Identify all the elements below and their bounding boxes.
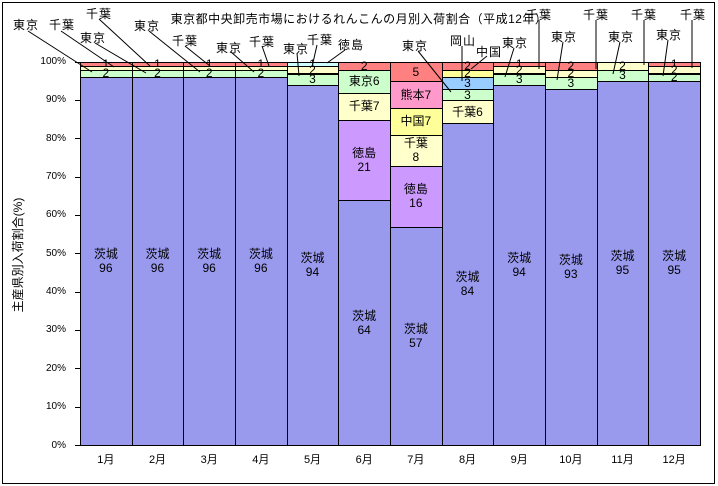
y-tick-mark xyxy=(75,99,80,101)
bar-segment-2月-茨城 xyxy=(131,77,185,447)
x-tick-label: 12月 xyxy=(662,454,686,466)
y-tick-label: 10% xyxy=(45,401,66,413)
y-tick-label: 20% xyxy=(45,362,66,374)
callout-label-千葉: 千葉 xyxy=(86,7,113,21)
bar-segment-3月-茨城 xyxy=(183,77,236,447)
y-tick-label: 50% xyxy=(45,247,66,259)
callout-label-千葉: 千葉 xyxy=(307,33,334,47)
y-tick-mark xyxy=(75,368,80,370)
callout-label-東京: 東京 xyxy=(80,31,107,45)
callout-label-東京: 東京 xyxy=(13,18,40,32)
y-tick-label: 0% xyxy=(51,439,66,451)
x-tick-label: 6月 xyxy=(355,454,373,466)
chart-title: 東京都中央卸売市場におけるれんこんの月別入荷割合（平成12年） xyxy=(170,12,548,26)
x-tick-label: 7月 xyxy=(407,454,425,466)
y-tick-mark xyxy=(75,214,80,216)
bar-segment-6月-東京 xyxy=(338,69,391,94)
y-tick-label: 30% xyxy=(45,324,66,336)
y-tick-mark xyxy=(75,176,80,178)
y-tick-label: 40% xyxy=(45,286,66,298)
bar-segment-6月-徳島 xyxy=(338,119,391,202)
bar-segment-8月-茨城 xyxy=(441,123,495,447)
y-tick-mark xyxy=(75,329,80,331)
callout-label-千葉: 千葉 xyxy=(526,8,553,22)
y-tick-mark xyxy=(75,253,80,255)
callout-label-千葉: 千葉 xyxy=(583,8,610,22)
callout-label-東京: 東京 xyxy=(656,28,683,42)
x-tick-label: 8月 xyxy=(458,454,477,466)
bar-segment-7月-中国 xyxy=(390,108,443,136)
callout-label-徳島: 徳島 xyxy=(338,38,365,52)
bar-segment-9月-茨城 xyxy=(493,85,546,447)
bar-segment-7月-徳島 xyxy=(390,165,443,228)
bar-segment-7月-熊本 xyxy=(390,81,443,110)
bar-segment-6月-千葉 xyxy=(338,92,391,121)
y-tick-mark xyxy=(75,291,80,293)
bar-segment-7月-other xyxy=(390,62,443,83)
callout-label-東京: 東京 xyxy=(502,36,529,50)
x-tick-label: 5月 xyxy=(303,454,322,466)
y-tick-mark xyxy=(75,406,80,408)
bar-segment-11月-茨城 xyxy=(596,81,650,447)
callout-label-東京: 東京 xyxy=(608,30,635,44)
x-tick-label: 10月 xyxy=(559,454,583,466)
callout-label-千葉: 千葉 xyxy=(172,34,199,48)
callout-label-岡山: 岡山 xyxy=(450,34,477,48)
callout-label-千葉: 千葉 xyxy=(249,35,276,49)
bar-segment-7月-千葉 xyxy=(390,134,443,167)
callout-label-東京: 東京 xyxy=(134,19,161,33)
x-tick-label: 2月 xyxy=(148,454,167,466)
callout-label-東京: 東京 xyxy=(551,30,578,44)
x-tick-label: 9月 xyxy=(510,454,528,466)
y-tick-label: 100% xyxy=(40,56,66,67)
callout-label-東京: 東京 xyxy=(283,42,310,56)
y-tick-label: 90% xyxy=(45,94,66,106)
bar-segment-5月-茨城 xyxy=(286,85,340,447)
x-tick-label: 4月 xyxy=(252,454,270,466)
callout-label-千葉: 千葉 xyxy=(49,18,76,32)
y-tick-mark xyxy=(75,138,80,140)
callout-label-千葉: 千葉 xyxy=(631,8,658,22)
x-tick-label: 3月 xyxy=(200,454,218,466)
bar-segment-1月-茨城 xyxy=(80,77,133,447)
callout-label-東京: 東京 xyxy=(402,39,429,53)
bar-segment-7月-茨城 xyxy=(390,226,443,447)
x-tick-label: 11月 xyxy=(611,454,634,466)
bar-segment-8月-千葉 xyxy=(441,100,495,125)
y-tick-label: 60% xyxy=(45,209,66,221)
callout-label-千葉: 千葉 xyxy=(680,8,707,22)
y-tick-label: 80% xyxy=(45,132,66,144)
callout-label-東京: 東京 xyxy=(216,41,243,55)
x-tick-label: 1月 xyxy=(97,454,115,466)
y-tick-label: 70% xyxy=(45,171,66,183)
bar-segment-4月-茨城 xyxy=(235,77,288,447)
callout-label-中国: 中国 xyxy=(476,45,503,59)
bar-segment-12月-茨城 xyxy=(648,81,701,447)
bar-segment-10月-茨城 xyxy=(545,88,598,447)
bar-segment-6月-茨城 xyxy=(338,200,391,447)
y-tick-mark xyxy=(75,445,80,446)
